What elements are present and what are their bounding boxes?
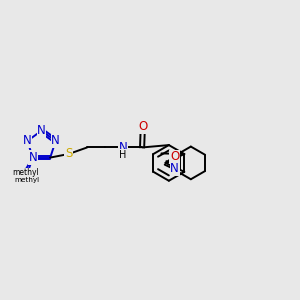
Text: N: N — [51, 134, 60, 147]
Text: O: O — [138, 120, 147, 133]
Text: methyl: methyl — [12, 168, 39, 177]
Text: N: N — [37, 124, 46, 137]
Text: H: H — [119, 150, 127, 160]
Text: N: N — [118, 141, 127, 154]
Text: O: O — [170, 151, 179, 164]
Text: S: S — [65, 148, 72, 160]
Text: N: N — [170, 162, 179, 176]
Text: methyl: methyl — [15, 177, 40, 183]
Text: N: N — [28, 151, 37, 164]
Text: N: N — [23, 134, 32, 147]
